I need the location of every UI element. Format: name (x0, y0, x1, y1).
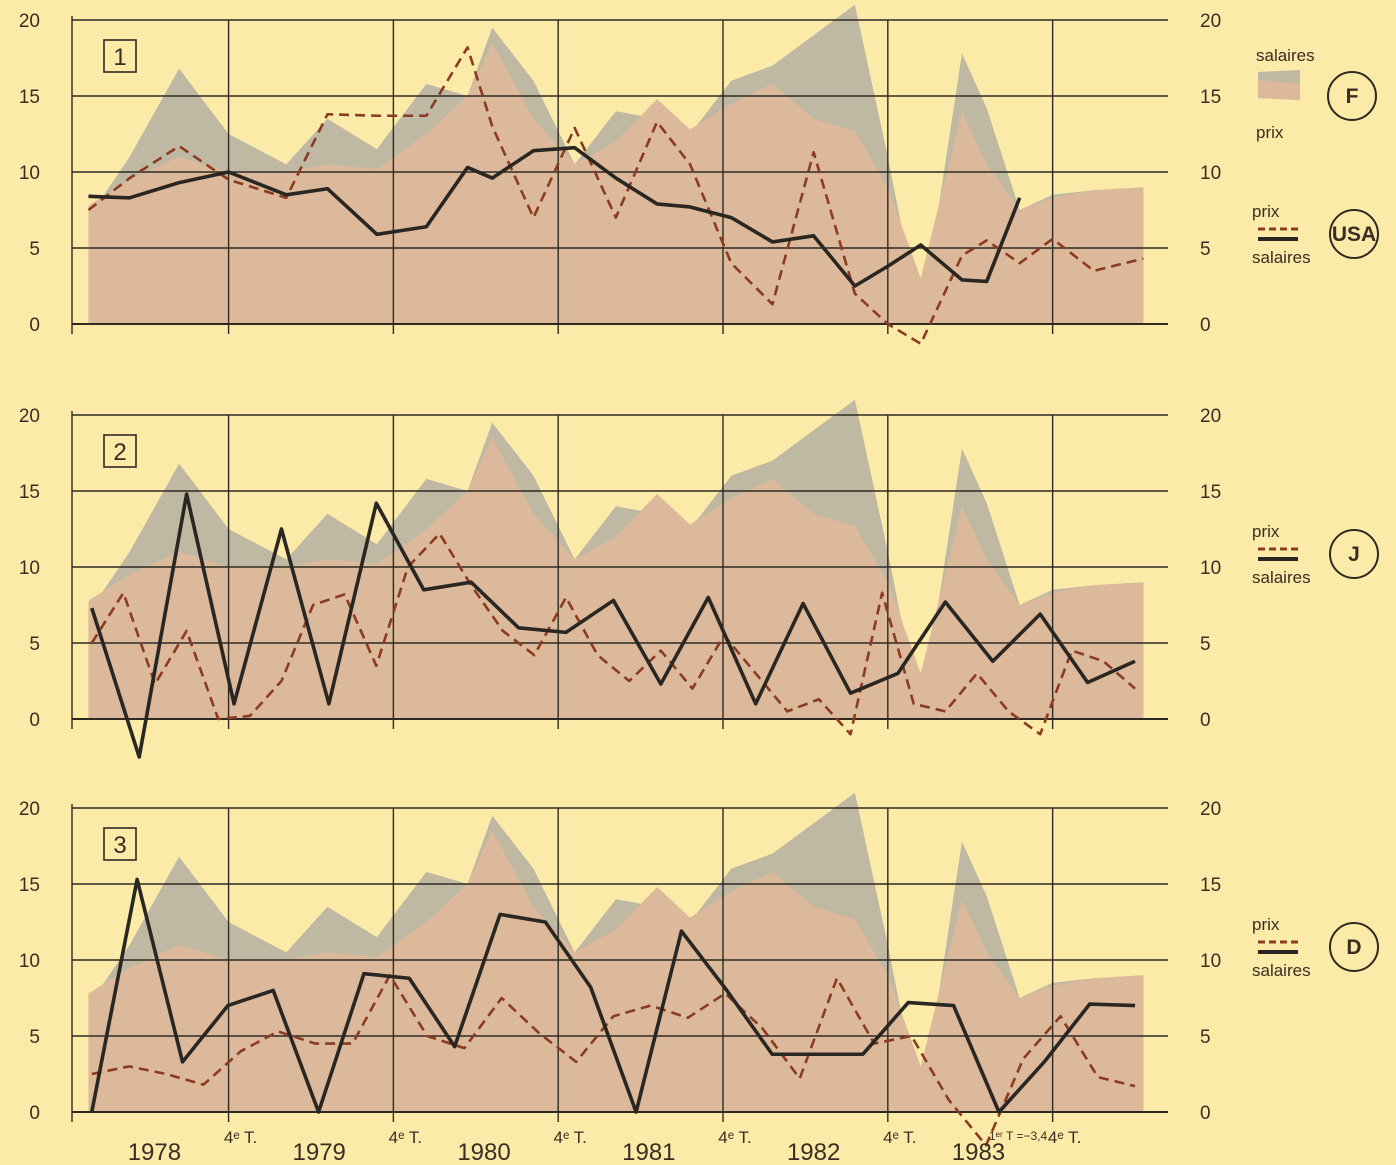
prix-area (88, 42, 1144, 325)
prix-line (90, 532, 1136, 736)
x-year-label: 1982 (787, 1139, 840, 1165)
legend-area-top: salaires (1256, 46, 1315, 65)
x-quarter-label: 4ᵉ T. (553, 1128, 586, 1147)
prix-area (88, 830, 1144, 1112)
y-tick-right: 0 (1200, 1103, 1211, 1124)
y-tick-left: 5 (29, 1027, 40, 1048)
prix-area (88, 437, 1144, 719)
x-axis-note: 1ᵉʳ T =−3,4 (989, 1129, 1048, 1143)
legend-badge: D (1346, 936, 1361, 959)
legend-badge-circle (1329, 209, 1379, 259)
legend-area-bottom: prix (1256, 123, 1284, 142)
y-tick-right: 15 (1200, 875, 1221, 896)
x-quarter-label: 4ᵉ T. (224, 1128, 257, 1147)
y-tick-right: 10 (1200, 163, 1221, 184)
x-quarter-label: 4ᵉ T. (389, 1128, 422, 1147)
legend-label-bottom: salaires (1252, 961, 1311, 980)
panel-number: 1 (113, 44, 126, 71)
y-tick-left: 10 (19, 163, 40, 184)
y-tick-left: 15 (19, 482, 40, 503)
legend-badge-circle (1329, 922, 1379, 972)
y-tick-left: 5 (29, 634, 40, 655)
legend-badge-circle (1329, 529, 1379, 579)
legend-label-top: prix (1252, 915, 1280, 934)
y-tick-left: 15 (19, 87, 40, 108)
x-year-label: 1981 (622, 1139, 675, 1165)
y-tick-right: 10 (1200, 558, 1221, 579)
x-year-label: 1980 (457, 1139, 510, 1165)
x-quarter-label: 4ᵉ T. (718, 1128, 751, 1147)
panel-number: 2 (113, 439, 126, 466)
legend-label-bottom: salaires (1252, 248, 1311, 267)
y-tick-left: 15 (19, 875, 40, 896)
y-tick-left: 10 (19, 951, 40, 972)
y-tick-left: 0 (29, 710, 40, 731)
panel-number-box (103, 39, 137, 73)
y-tick-right: 0 (1200, 315, 1211, 336)
legend-label-top: prix (1252, 202, 1280, 221)
legend: prix salaires D (1252, 915, 1379, 980)
y-tick-left: 5 (29, 239, 40, 260)
panel-3: 20 20 15 15 10 10 5 5 0 0 3 prix salaires D (19, 792, 1379, 1147)
y-tick-right: 20 (1200, 799, 1221, 820)
panel-number-box (103, 434, 137, 468)
y-tick-left: 20 (19, 406, 40, 427)
panel-number: 3 (113, 832, 126, 859)
prix-line (91, 973, 1136, 1147)
x-year-label: 1978 (128, 1139, 181, 1165)
legend: prix salaires J (1252, 522, 1379, 587)
panel-2: 20 20 15 15 10 10 5 5 0 0 2 prix salaires J (19, 399, 1379, 759)
y-tick-right: 0 (1200, 710, 1211, 731)
y-tick-right: 5 (1200, 239, 1211, 260)
y-tick-left: 10 (19, 558, 40, 579)
panel-number-box (103, 827, 137, 861)
y-tick-right: 5 (1200, 1027, 1211, 1048)
legend-badge-circle (1327, 71, 1377, 121)
salaires-line (90, 877, 1136, 1114)
x-axis: 1978 1979 1980 1981 1982 1983 4ᵉ T. 4ᵉ T. 4ᵉ T. 4… (128, 1128, 1082, 1165)
legend-label-bottom: salaires (1252, 568, 1311, 587)
y-tick-right: 20 (1200, 11, 1221, 32)
x-year-label: 1983 (952, 1139, 1005, 1165)
x-quarter-label: 4ᵉ T. (1048, 1128, 1081, 1147)
salaires-line (88, 145, 1022, 288)
y-tick-right: 10 (1200, 951, 1221, 972)
y-tick-left: 0 (29, 315, 40, 336)
legend-prix-area (1258, 80, 1300, 100)
y-tick-left: 20 (19, 11, 40, 32)
y-tick-right: 15 (1200, 87, 1221, 108)
y-tick-left: 0 (29, 1103, 40, 1124)
prix-line (87, 46, 1144, 346)
y-tick-right: 5 (1200, 634, 1211, 655)
x-quarter-label: 4ᵉ T. (883, 1128, 916, 1147)
legend-badge: USA (1332, 223, 1376, 246)
salaires-line (90, 492, 1136, 759)
y-tick-right: 15 (1200, 482, 1221, 503)
y-tick-right: 20 (1200, 406, 1221, 427)
y-tick-left: 20 (19, 799, 40, 820)
x-year-label: 1979 (293, 1139, 346, 1165)
legend-label-top: prix (1252, 522, 1280, 541)
legend-badge: F (1346, 85, 1359, 108)
legend-badge: J (1348, 543, 1360, 566)
